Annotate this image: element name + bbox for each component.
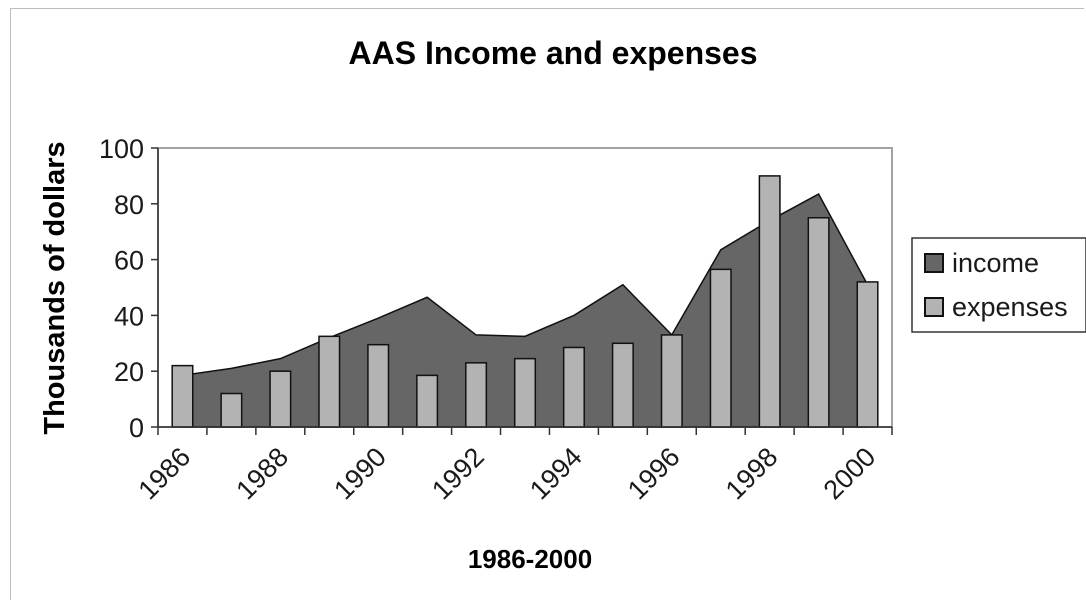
bar-expenses-1993 <box>513 357 537 428</box>
bar-expenses-1992 <box>465 362 488 428</box>
y-tick-label: 60 <box>114 246 144 276</box>
legend: income expenses <box>911 237 1086 333</box>
bar-expenses-1986 <box>171 364 194 428</box>
x-axis-label: 1986-2000 <box>468 544 592 574</box>
chart-title: AAS Income and expenses <box>348 35 757 71</box>
plot-marks <box>171 175 879 428</box>
x-tick-label: 1990 <box>328 442 392 506</box>
bar-expenses-1994 <box>562 346 585 428</box>
bar-expenses-1997 <box>709 268 732 428</box>
x-tick-label: 1994 <box>524 442 588 506</box>
legend-label-expenses: expenses <box>952 292 1068 322</box>
x-tick-label: 1992 <box>426 442 490 506</box>
bar-expenses-1987 <box>220 392 243 428</box>
bar-expenses-1991 <box>416 374 439 428</box>
legend-label-income: income <box>952 248 1039 278</box>
bar-expenses-1999 <box>807 217 830 428</box>
x-tick-label: 1996 <box>622 442 686 506</box>
bar-expenses-1989 <box>318 335 341 428</box>
y-tick-label: 40 <box>114 301 144 331</box>
bar-expenses-1988 <box>269 370 292 428</box>
y-axis-label: Thousands of dollars <box>39 141 71 434</box>
y-tick-label: 0 <box>129 413 144 443</box>
chart-frame <box>10 8 1084 600</box>
legend-swatch-income <box>924 253 944 273</box>
y-tick-label: 20 <box>114 357 144 387</box>
y-tick-label: 100 <box>99 134 144 164</box>
bar-expenses-1996 <box>660 334 683 428</box>
x-tick-label: 1986 <box>133 442 197 506</box>
series-income-area <box>181 193 869 428</box>
bar-expenses-1998 <box>758 175 781 428</box>
x-tick-label: 1988 <box>230 442 294 506</box>
bar-expenses-1990 <box>367 343 390 428</box>
x-tick-label: 1998 <box>720 442 784 506</box>
bar-expenses-2000 <box>856 281 879 428</box>
bar-expenses-1995 <box>611 342 634 428</box>
x-tick-label: 2000 <box>818 442 882 506</box>
legend-swatch-expenses <box>924 297 944 317</box>
y-tick-label: 80 <box>114 190 144 220</box>
